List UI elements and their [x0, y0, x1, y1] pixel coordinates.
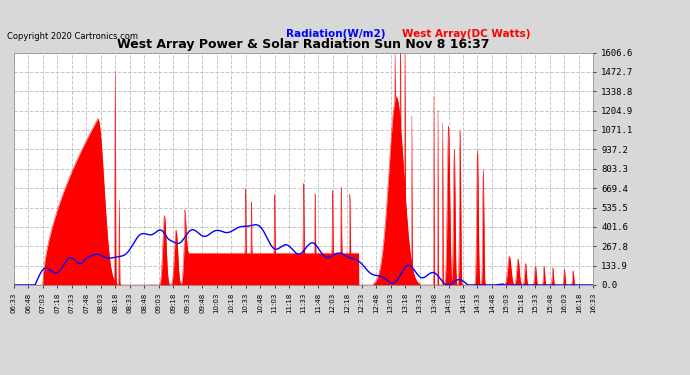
Text: Radiation(W/m2): Radiation(W/m2): [286, 28, 386, 39]
Text: West Array(DC Watts): West Array(DC Watts): [402, 28, 531, 39]
Text: Copyright 2020 Cartronics.com: Copyright 2020 Cartronics.com: [7, 32, 138, 41]
Title: West Array Power & Solar Radiation Sun Nov 8 16:37: West Array Power & Solar Radiation Sun N…: [117, 38, 490, 51]
